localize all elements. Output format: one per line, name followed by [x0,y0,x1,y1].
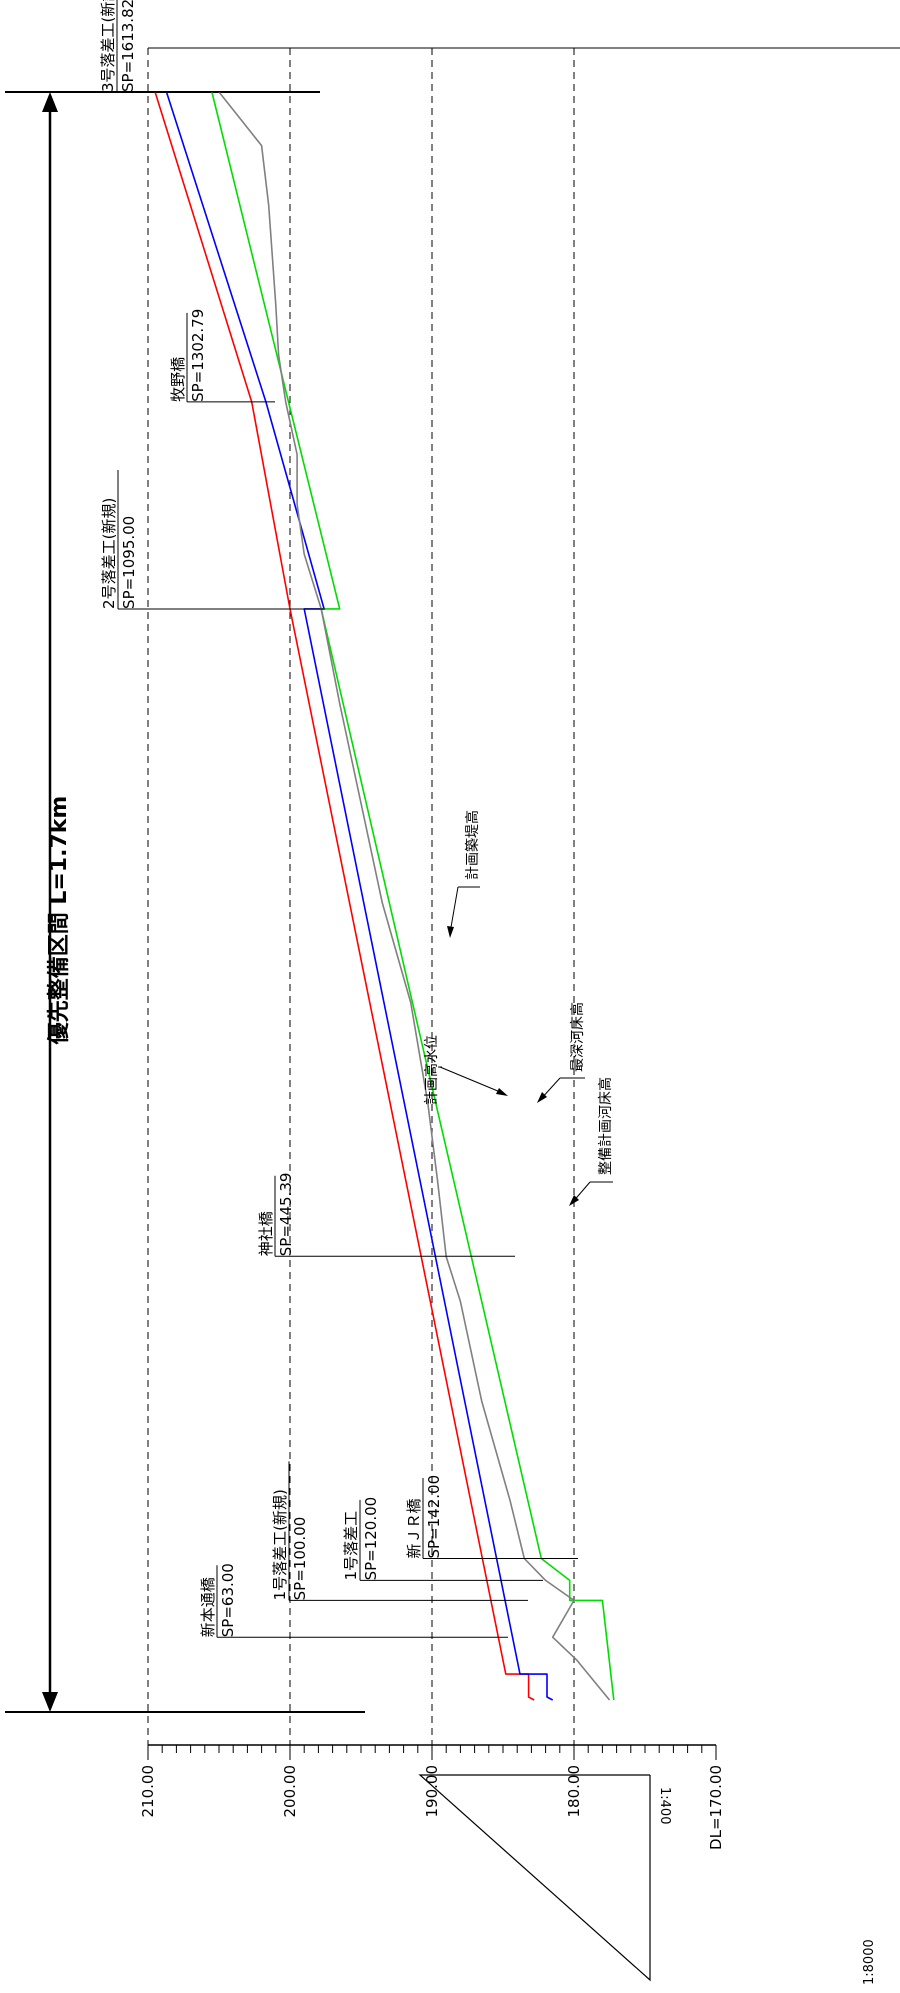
series-line-0 [154,91,535,1701]
structure-3: 新ＪＲ橋 SP=142.00 [405,1475,578,1560]
structure-0: 新本通橋 SP=63.00 [199,1563,508,1638]
structure-7: 3号落差工(新設) SP=1613.82 [99,0,318,93]
structure-labels: 新本通橋 SP=63.00 1号落差工(新規) SP=100.00 1号落差工 SP=12… [99,0,578,1638]
structure-sp: SP=63.00 [219,1563,237,1637]
structure-name: 牧野橋 [169,357,187,402]
gridlines [147,47,900,1745]
leader-text-embankment: 計画築堤高 [464,810,481,880]
structure-1: 1号落差工(新規) SP=100.00 [271,1461,528,1601]
series-line-3 [218,91,611,1701]
structure-name: 新ＪＲ橋 [405,1498,423,1558]
leader-text-planbed: 整備計画河床高 [597,1077,614,1175]
structure-sp: SP=1613.82 [119,0,137,92]
leader-text-hwl: 計画高水位 [423,1035,440,1105]
profile-series [154,91,615,1701]
structure-sp: SP=445.39 [277,1173,295,1257]
structure-sp: SP=100.00 [291,1517,309,1601]
leader-label-計画高水位: 計画高水位 [423,1035,508,1105]
structure-5: 2号落差工(新規) SP=1095.00 [100,469,325,610]
structure-sp: SP=1302.79 [189,309,207,402]
structure-2: 1号落差工 SP=120.00 [342,1497,543,1581]
structure-4: 神社橋 SP=445.39 [257,1173,515,1257]
series-leader-labels: 計画築堤高 計画高水位 最深河床高 整備計画河床高 [423,810,614,1206]
elevation-axis: 210.00 200.00 190.00 180.00 DL=170.00 [139,1744,725,1850]
structure-name: 2号落差工(新規) [100,498,118,609]
leader-label-計画築堤高: 計画築堤高 [447,810,481,938]
structure-name: 3号落差工(新設) [99,0,117,92]
structure-6: 牧野橋 SP=1302.79 [169,309,275,403]
structure-name: 1号落差工 [342,1511,360,1581]
series-line-2 [211,91,615,1701]
tick-label: 200.00 [281,1765,299,1818]
horizontal-scale-label: 1:8000 [862,1939,877,1985]
series-line-1 [165,91,554,1701]
structure-sp: SP=1095.00 [120,516,138,609]
scale-triangle: 1:400 1:8000 [418,1774,877,1985]
vertical-scale-label: 1:400 [657,1787,672,1824]
leader-label-最深河床高: 最深河床高 [537,1002,586,1103]
leader-label-整備計画河床高: 整備計画河床高 [569,1077,614,1206]
leader-text-deepest: 最深河床高 [569,1002,586,1072]
structure-sp: SP=120.00 [362,1497,380,1581]
structure-name: 新本通橋 [199,1577,217,1637]
structure-name: 1号落差工(新規) [271,1489,289,1600]
structure-name: 神社橋 [257,1211,275,1256]
tick-label: 210.00 [139,1765,157,1818]
tick-label: DL=170.00 [707,1765,725,1850]
structure-sp: SP=142.00 [425,1475,443,1559]
tick-label: 180.00 [565,1765,583,1818]
tick-label: 190.00 [423,1765,441,1818]
